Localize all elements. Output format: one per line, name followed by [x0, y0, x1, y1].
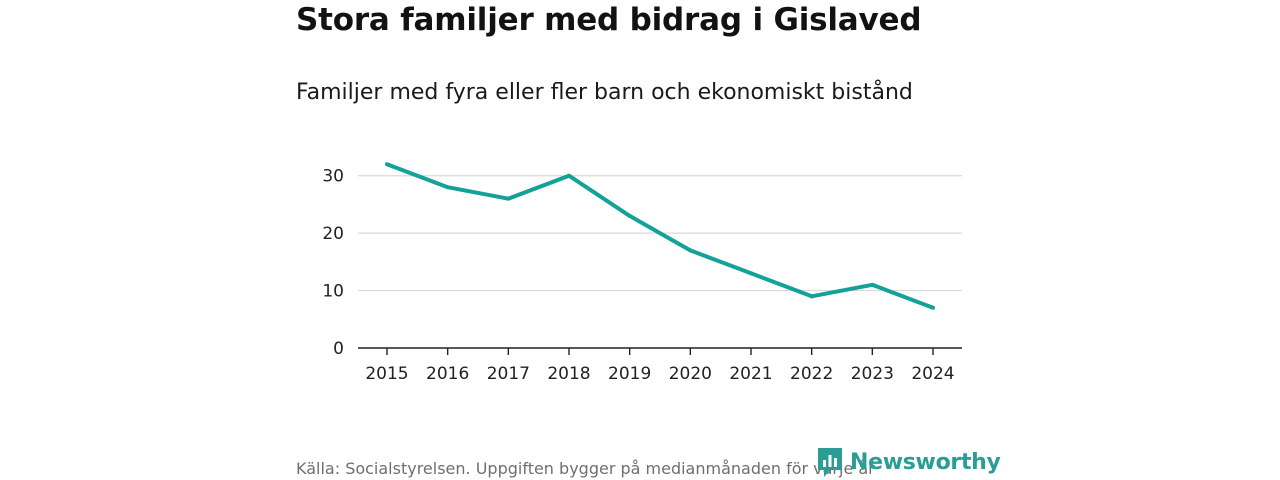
series-line-0 — [386, 162, 934, 310]
x-tick-label: 2015 — [365, 364, 408, 384]
data-point — [627, 213, 632, 218]
x-tick-label: 2016 — [426, 364, 469, 384]
x-tick-label: 2023 — [851, 364, 894, 384]
newsworthy-logo: Newsworthy — [816, 446, 1001, 478]
x-tick-label: 2021 — [729, 364, 772, 384]
x-axis-labels: 2015 2016 2017 2018 2019 2020 2021 2022 2023 2024 — [365, 364, 954, 384]
y-tick-label: 20 — [322, 224, 344, 244]
x-tick-label: 2018 — [547, 364, 590, 384]
chart-subtitle: Familjer med fyra eller fler barn och ek… — [296, 80, 913, 105]
x-tick-label: 2019 — [608, 364, 651, 384]
data-point — [931, 305, 935, 310]
y-tick-label: 0 — [333, 339, 344, 359]
y-tick-label: 30 — [322, 167, 344, 187]
x-tick-label: 2024 — [911, 364, 954, 384]
chart-title: Stora familjer med bidrag i Gislaved — [296, 2, 922, 38]
data-point — [385, 162, 389, 167]
y-tick-label: 10 — [322, 282, 344, 302]
data-point — [688, 248, 693, 253]
y-axis-labels: 0 10 20 30 — [322, 167, 344, 359]
data-point — [567, 173, 571, 178]
data-point — [749, 271, 753, 276]
series-layer — [385, 162, 935, 310]
data-point — [870, 282, 875, 287]
newsworthy-logo-icon — [818, 448, 842, 477]
x-tick-label: 2017 — [487, 364, 530, 384]
source-note: Källa: Socialstyrelsen. Uppgiften bygger… — [296, 459, 875, 478]
data-point — [809, 294, 814, 299]
logo-text: Newsworthy — [850, 449, 1001, 475]
x-tick-label: 2022 — [790, 364, 833, 384]
x-tick-label: 2020 — [669, 364, 712, 384]
data-point — [445, 185, 450, 190]
data-point — [506, 196, 511, 201]
x-axis — [358, 347, 962, 355]
